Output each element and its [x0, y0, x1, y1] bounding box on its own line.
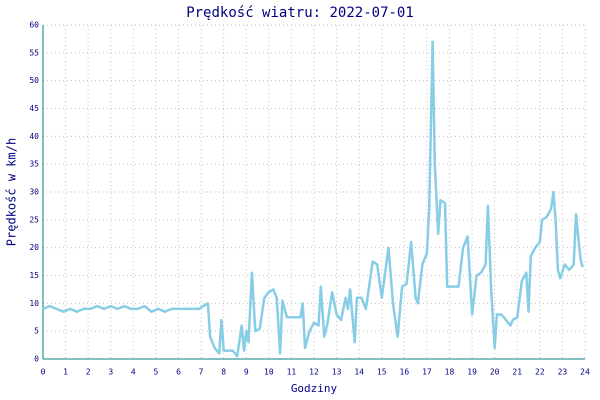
x-tick-label: 7: [199, 368, 204, 377]
x-tick-label: 2: [86, 368, 91, 377]
x-axis-label: Godziny: [291, 382, 338, 395]
x-tick-label: 20: [490, 368, 500, 377]
x-tick-label: 15: [377, 368, 387, 377]
x-tick-label: 5: [154, 368, 159, 377]
x-tick-label: 17: [422, 368, 432, 377]
y-tick-label: 10: [29, 299, 39, 308]
y-tick-label: 5: [34, 327, 39, 336]
x-tick-label: 8: [221, 368, 226, 377]
x-tick-label: 0: [41, 368, 46, 377]
x-tick-label: 13: [332, 368, 342, 377]
x-tick-label: 3: [108, 368, 113, 377]
y-tick-label: 25: [29, 215, 39, 224]
x-tick-label: 21: [512, 368, 522, 377]
x-tick-label: 14: [354, 368, 364, 377]
y-tick-label: 35: [29, 160, 39, 169]
chart-title: Prędkość wiatru: 2022-07-01: [186, 5, 414, 21]
x-tick-label: 23: [558, 368, 568, 377]
y-tick-label: 40: [29, 132, 39, 141]
x-tick-label: 16: [400, 368, 410, 377]
y-tick-label: 45: [29, 104, 39, 113]
x-tick-label: 4: [131, 368, 136, 377]
x-tick-label: 1: [63, 368, 68, 377]
y-tick-label: 30: [29, 188, 39, 197]
x-tick-label: 9: [244, 368, 249, 377]
wind-line: [42, 40, 584, 358]
x-tick-label: 22: [535, 368, 545, 377]
y-tick-label: 15: [29, 271, 39, 280]
y-axis-label: Prędkość w km/h: [5, 138, 19, 246]
y-tick-label: 20: [29, 243, 39, 252]
x-tick-label: 10: [264, 368, 274, 377]
y-tick-label: 0: [34, 355, 39, 364]
x-tick-label: 18: [445, 368, 455, 377]
x-tick-label: 11: [287, 368, 297, 377]
y-tick-label: 55: [29, 48, 39, 57]
y-tick-label: 60: [29, 21, 39, 30]
x-tick-label: 19: [467, 368, 477, 377]
x-tick-label: 12: [309, 368, 319, 377]
x-tick-label: 6: [176, 368, 181, 377]
x-tick-label: 24: [580, 368, 590, 377]
y-tick-label: 50: [29, 76, 39, 85]
